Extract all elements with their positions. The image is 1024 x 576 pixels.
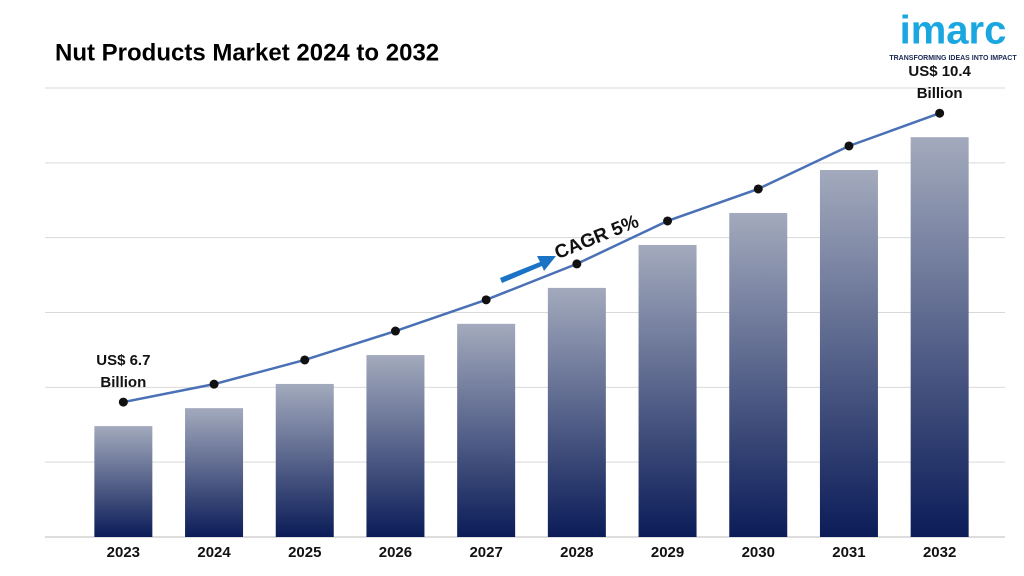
bar <box>547 287 606 537</box>
trend-point <box>572 259 582 269</box>
trend-point <box>209 379 219 389</box>
trend-line <box>123 112 941 404</box>
x-tick-label: 2024 <box>197 544 231 561</box>
trend-point <box>300 355 310 365</box>
trend-point <box>481 295 491 305</box>
trend-point <box>390 326 400 336</box>
trend-point <box>118 397 128 407</box>
x-tick-label: 2027 <box>469 544 502 561</box>
bar <box>275 383 334 537</box>
x-tick-label: 2028 <box>560 544 593 561</box>
x-tick-label: 2023 <box>107 544 140 561</box>
bar <box>910 137 969 538</box>
x-tick-label: 2032 <box>923 544 956 561</box>
trend-point <box>844 141 854 151</box>
trend-point <box>935 108 945 118</box>
value-label: US$ 10.4 Billion <box>908 63 971 103</box>
x-tick-label: 2025 <box>288 544 321 561</box>
bars <box>94 137 969 538</box>
cagr-arrow <box>500 256 556 283</box>
trend <box>118 108 945 407</box>
bar <box>638 244 697 538</box>
logo-tagline: TRANSFORMING IDEAS INTO IMPACT <box>889 55 1017 62</box>
trend-point <box>753 184 763 194</box>
x-tick-label: 2029 <box>651 544 684 561</box>
bar <box>729 212 788 537</box>
logo-name: imarc <box>900 9 1007 53</box>
bar <box>366 355 425 537</box>
x-tick-label: 2030 <box>742 544 775 561</box>
bar <box>819 169 878 537</box>
x-tick-label: 2031 <box>832 544 865 561</box>
value-label: US$ 6.7 Billion <box>96 352 151 392</box>
bar <box>185 408 244 537</box>
bar <box>457 323 516 537</box>
x-tick-label: 2026 <box>379 544 412 561</box>
bar <box>94 426 153 537</box>
trend-point <box>663 216 673 226</box>
chart-title: Nut Products Market 2024 to 2032 <box>55 39 439 66</box>
